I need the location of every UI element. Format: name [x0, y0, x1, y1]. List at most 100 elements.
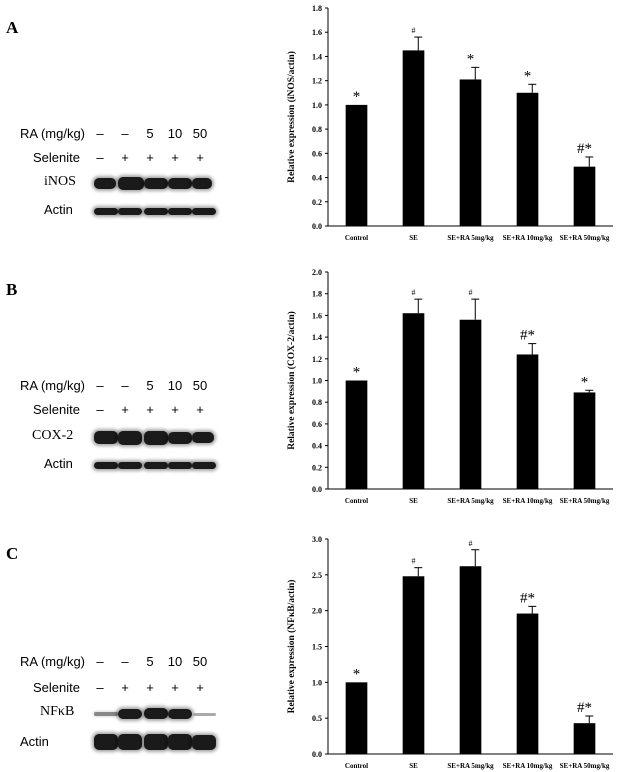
protein-label: COX-2	[32, 428, 74, 443]
panel-label: C	[6, 544, 19, 563]
x-tick-label: SE+RA 50mg/kg	[560, 762, 610, 770]
x-tick-label: Control	[345, 234, 368, 242]
protein-row: NFκB	[0, 704, 260, 724]
bar	[516, 354, 539, 489]
protein-bands	[90, 174, 220, 196]
selenite-value: +	[196, 150, 204, 165]
y-tick-label: 2.0	[312, 268, 322, 277]
blot-band	[192, 432, 214, 443]
y-tick-label: 0.2	[312, 198, 322, 207]
blot-band	[94, 208, 118, 215]
selenite-value: +	[146, 150, 154, 165]
protein-bands	[90, 428, 220, 450]
blot-band	[168, 208, 192, 215]
x-tick-label: SE+RA 50mg/kg	[560, 497, 610, 505]
bar	[402, 313, 425, 489]
selenite-value: –	[96, 680, 104, 695]
x-tick-label: SE	[409, 234, 418, 242]
y-tick-label: 2.0	[312, 607, 322, 616]
y-tick-label: 3.0	[312, 535, 322, 544]
blot-band	[192, 208, 216, 215]
selenite-label: Selenite	[33, 150, 80, 165]
blot-band	[94, 431, 118, 444]
ra-value: –	[121, 378, 129, 393]
bar	[516, 92, 539, 227]
bar	[459, 319, 482, 489]
blot-band	[144, 462, 168, 469]
ra-value: 50	[192, 378, 208, 393]
blot-band	[118, 177, 144, 190]
blot-band	[168, 462, 192, 469]
selenite-label: Selenite	[33, 680, 80, 695]
ra-value: 5	[146, 378, 154, 393]
y-tick-label: 0.2	[312, 463, 322, 472]
selenite-row: Selenite – + + + +	[0, 680, 260, 700]
significance-marker: *	[353, 666, 361, 682]
significance-marker: #*	[577, 141, 592, 157]
blot-band	[118, 709, 142, 719]
x-tick-label: SE+RA 5mg/kg	[447, 497, 494, 505]
actin-bands	[90, 456, 220, 478]
selenite-value: –	[96, 150, 104, 165]
blot-band	[168, 734, 192, 750]
y-tick-label: 0.6	[312, 149, 322, 158]
y-axis-label: Relative expression (iNOS/actin)	[286, 51, 297, 183]
actin-row: Actin	[0, 456, 260, 476]
bar	[345, 682, 368, 754]
western-blot: RA (mg/kg) – – 5 10 50 Selenite – + + + …	[0, 126, 260, 226]
actin-row: Actin	[0, 734, 260, 754]
protein-row: COX-2	[0, 428, 260, 448]
selenite-row: Selenite – + + + +	[0, 402, 260, 422]
chart-cox2: 0.0 0.2 0.4 0.6 0.8 1.0 1.2 1.4 1.6 1.8 2.0 Relativ…	[286, 268, 613, 505]
blot-band	[192, 462, 216, 469]
bar	[459, 566, 482, 754]
selenite-label: Selenite	[33, 402, 80, 417]
protein-row: iNOS	[0, 174, 260, 194]
bar	[516, 613, 539, 754]
blot-band	[192, 713, 216, 716]
y-tick-label: 1.8	[312, 4, 322, 13]
y-tick-label: 0.0	[312, 222, 322, 231]
selenite-value: +	[121, 402, 129, 417]
significance-marker: #	[412, 26, 416, 35]
bar	[573, 723, 596, 754]
x-tick-label: SE	[409, 497, 418, 505]
x-tick-label: SE+RA 5mg/kg	[447, 234, 494, 242]
y-tick-label: 0.4	[312, 442, 322, 451]
panel-label: B	[6, 280, 18, 299]
y-tick-label: 1.6	[312, 28, 322, 37]
chart-inos: 0.0 0.2 0.4 0.6 0.8 1.0 1.2 1.4 1.6 1.8 Relative e…	[286, 4, 613, 242]
blot-band	[168, 178, 192, 189]
panel-c: C RA (mg/kg) – – 5 10 50 Selenite – + + …	[0, 526, 625, 772]
protein-bands	[90, 704, 220, 726]
ra-row: RA (mg/kg) – – 5 10 50	[0, 378, 260, 398]
actin-bands	[90, 734, 220, 756]
blot-band	[144, 208, 168, 215]
ra-row: RA (mg/kg) – – 5 10 50	[0, 126, 260, 146]
selenite-value: –	[96, 402, 104, 417]
blot-band	[192, 178, 212, 189]
x-tick-label: SE	[409, 762, 418, 770]
y-tick-label: 1.6	[312, 311, 322, 320]
blot-band	[168, 432, 192, 444]
ra-value: –	[96, 126, 104, 141]
y-tick-label: 1.4	[312, 52, 322, 61]
bar	[459, 79, 482, 226]
selenite-row: Selenite – + + + +	[0, 150, 260, 170]
blot-band	[144, 734, 168, 750]
y-tick-label: 1.2	[312, 77, 322, 86]
blot-band	[168, 709, 192, 719]
significance-marker: *	[467, 51, 475, 67]
significance-marker: #	[412, 557, 416, 566]
y-tick-label: 0.6	[312, 420, 322, 429]
blot-band	[94, 712, 118, 716]
ra-value: 5	[146, 654, 154, 669]
selenite-value: +	[171, 402, 179, 417]
blot-band	[94, 462, 118, 469]
actin-label: Actin	[20, 734, 49, 749]
y-axis-label: Relative expression (NFκB/actin)	[286, 580, 297, 714]
ra-label: RA (mg/kg)	[20, 654, 86, 669]
ra-value: 5	[146, 126, 154, 141]
significance-marker: *	[581, 374, 589, 390]
x-tick-label: SE+RA 5mg/kg	[447, 762, 494, 770]
